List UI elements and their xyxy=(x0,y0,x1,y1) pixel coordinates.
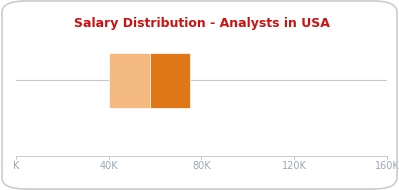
Title: Salary Distribution - Analysts in USA: Salary Distribution - Analysts in USA xyxy=(73,17,330,30)
Bar xyxy=(109,53,150,108)
Bar xyxy=(150,53,190,108)
